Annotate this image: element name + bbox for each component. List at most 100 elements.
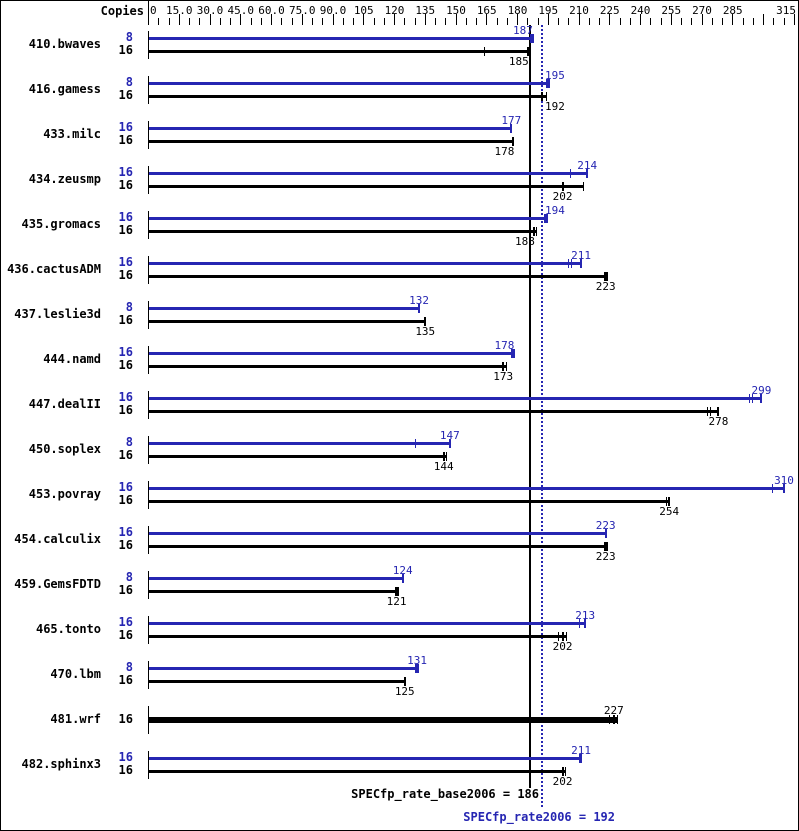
axis-minor-tick bbox=[588, 18, 590, 25]
copies-value: 16 bbox=[118, 583, 133, 597]
copies-value: 16 bbox=[118, 763, 133, 777]
base-bar bbox=[149, 409, 719, 413]
peak-bar bbox=[149, 396, 762, 400]
axis-tick-label: 150 bbox=[446, 4, 466, 17]
peak-value-label: 310 bbox=[774, 474, 794, 487]
peak-bar bbox=[149, 36, 532, 40]
axis-tick-label: 15.0 bbox=[166, 4, 193, 17]
copies-value: 16 bbox=[118, 673, 133, 687]
copies-value: 16 bbox=[118, 120, 133, 134]
bar-end-tick bbox=[584, 618, 587, 628]
base-value-label: 121 bbox=[386, 595, 407, 608]
axis-major-tick bbox=[455, 14, 457, 25]
run-mark bbox=[582, 181, 584, 191]
peak-bar bbox=[149, 81, 549, 85]
axis-minor-tick bbox=[568, 18, 570, 25]
peak-bar bbox=[149, 306, 420, 310]
axis-minor-tick bbox=[629, 18, 631, 25]
base-mean-line bbox=[528, 25, 531, 788]
axis-major-tick bbox=[332, 14, 334, 25]
run-mark bbox=[665, 496, 667, 506]
benchmark-name: 482.sphinx3 bbox=[21, 756, 101, 771]
copies-value: 16 bbox=[118, 43, 133, 57]
peak-bar bbox=[149, 351, 514, 355]
axis-minor-tick bbox=[230, 18, 231, 25]
run-mark bbox=[446, 451, 448, 461]
group-axis-segment bbox=[148, 75, 149, 104]
axis-minor-tick bbox=[599, 18, 600, 25]
base-value-label: 188 bbox=[515, 235, 535, 248]
axis-tick-label: 0 bbox=[150, 4, 157, 17]
benchmark-name: 416.gamess bbox=[28, 81, 101, 96]
base-mean-label: SPECfp_rate_base2006 = 186 bbox=[351, 787, 539, 801]
group-axis-segment bbox=[148, 210, 149, 239]
bar-end-tick bbox=[580, 753, 583, 763]
axis-major-tick bbox=[640, 14, 641, 25]
peak-bar bbox=[149, 261, 582, 265]
axis-minor-tick bbox=[291, 18, 293, 25]
axis-major-tick bbox=[763, 14, 764, 25]
axis-minor-tick bbox=[506, 18, 508, 25]
run-mark bbox=[748, 393, 750, 403]
run-mark bbox=[565, 766, 567, 776]
benchmark-name: 437.leslie3d bbox=[14, 306, 101, 321]
group-axis-segment bbox=[148, 570, 149, 599]
copies-value: 8 bbox=[125, 660, 133, 674]
group-axis-segment bbox=[148, 120, 149, 149]
benchmark-name: 435.gromacs bbox=[21, 216, 101, 231]
axis-major-tick bbox=[486, 14, 488, 25]
axis-minor-tick bbox=[527, 18, 529, 25]
benchmark-name: 459.GemsFDTD bbox=[14, 576, 101, 591]
axis-major-tick bbox=[178, 14, 180, 25]
base-value-label: 202 bbox=[552, 640, 573, 653]
peak-bar bbox=[149, 171, 588, 175]
peak-value-label: 195 bbox=[545, 69, 565, 82]
peak-value-label: 147 bbox=[439, 429, 460, 442]
axis-major-tick bbox=[732, 14, 734, 25]
run-mark bbox=[571, 258, 573, 268]
axis-minor-tick bbox=[189, 18, 190, 25]
axis-major-tick bbox=[301, 14, 303, 25]
axis-tick-label: 90.0 bbox=[319, 4, 347, 17]
base-value-label: 254 bbox=[659, 505, 680, 518]
bar-end-tick bbox=[561, 631, 564, 641]
axis-origin-line bbox=[148, 1, 149, 25]
benchmark-name: 436.cactusADM bbox=[7, 261, 101, 276]
bar-end-tick bbox=[526, 46, 529, 56]
peak-value-label: 124 bbox=[392, 564, 413, 577]
base-value-label: 223 bbox=[595, 550, 616, 563]
base-bar bbox=[149, 274, 606, 278]
copies-value: 8 bbox=[125, 300, 133, 314]
copies-value: 16 bbox=[118, 345, 133, 359]
group-axis-segment bbox=[148, 300, 149, 329]
bar-end-tick bbox=[717, 406, 720, 416]
base-value-label: 278 bbox=[708, 415, 729, 428]
base-value-label: 192 bbox=[545, 100, 565, 113]
base-bar bbox=[149, 544, 606, 548]
group-axis-segment bbox=[148, 750, 149, 779]
axis-minor-tick bbox=[158, 18, 160, 25]
benchmark-name: 447.dealII bbox=[28, 396, 101, 411]
run-mark bbox=[566, 631, 568, 641]
bar-end-tick bbox=[403, 676, 406, 686]
benchmark-name: 481.wrf bbox=[50, 711, 101, 726]
copies-value: 8 bbox=[125, 30, 133, 44]
axis-minor-tick bbox=[691, 18, 693, 25]
axis-tick-label: 105 bbox=[353, 4, 374, 17]
bar-end-tick bbox=[418, 303, 421, 313]
bar-end-square bbox=[603, 541, 608, 551]
axis-minor-tick bbox=[650, 18, 652, 25]
bar-end-tick bbox=[512, 136, 515, 146]
axis-tick-label: 285 bbox=[722, 4, 743, 17]
base-bar bbox=[149, 679, 405, 683]
axis-minor-tick bbox=[476, 18, 477, 25]
axis-major-tick bbox=[394, 14, 395, 25]
copies-value: 16 bbox=[118, 133, 133, 147]
axis-minor-tick bbox=[250, 18, 252, 25]
peak-value-label: 131 bbox=[407, 654, 427, 667]
copies-value: 16 bbox=[118, 178, 133, 192]
axis-major-tick bbox=[701, 14, 703, 25]
bar-end-square bbox=[546, 78, 551, 88]
bar-end-square bbox=[511, 348, 516, 358]
